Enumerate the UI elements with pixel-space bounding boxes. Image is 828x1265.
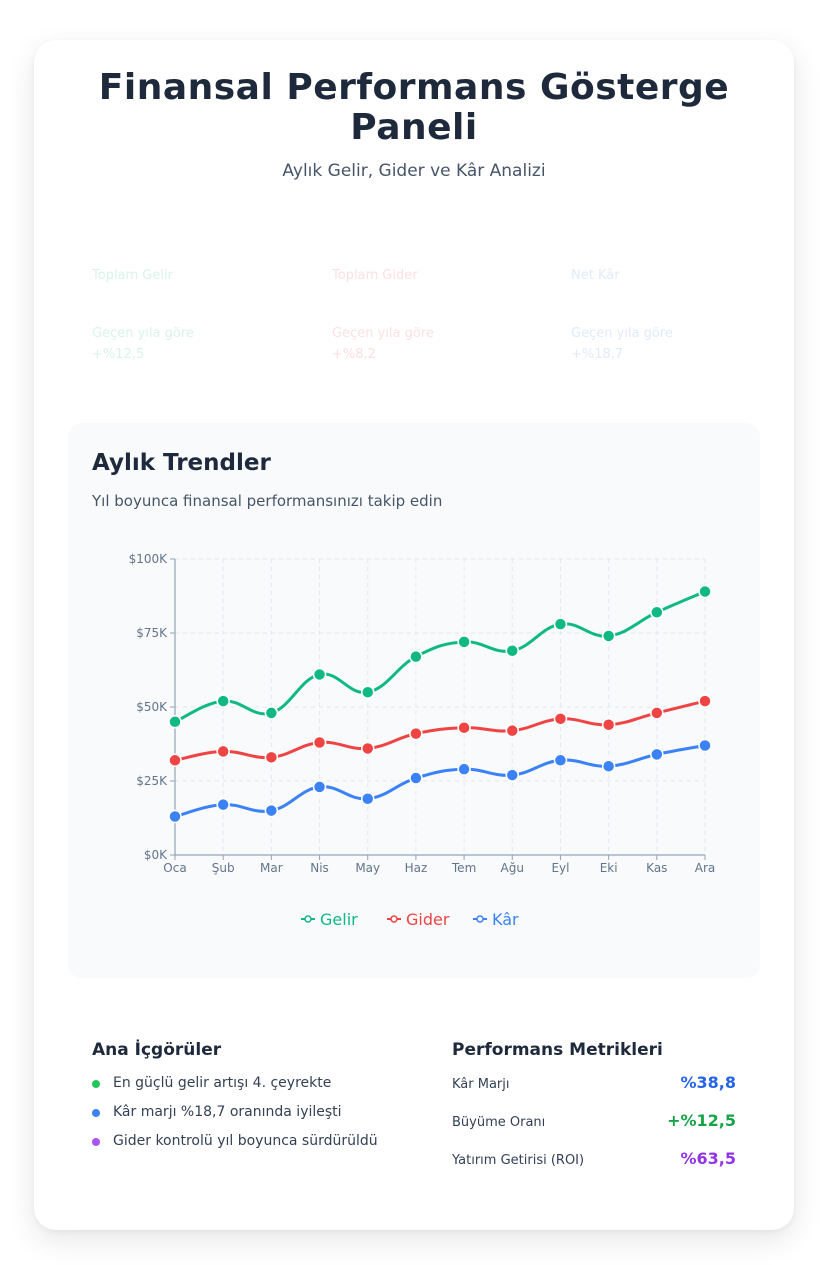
data-point-gelir <box>168 715 182 729</box>
x-tick-label: Nis <box>310 861 329 875</box>
data-point-kâr <box>505 768 520 782</box>
kpi-change: +%8,2 <box>332 347 376 362</box>
data-point-gelir <box>264 706 279 720</box>
data-point-kâr <box>409 771 423 785</box>
x-tick-label: Ara <box>695 861 716 875</box>
kpi-label: Net Kâr <box>571 268 620 283</box>
data-point-gider <box>312 735 327 750</box>
metric-value: %38,8 <box>680 1073 736 1092</box>
data-point-kâr <box>360 792 375 806</box>
bullet-dot-icon <box>92 1109 100 1117</box>
x-tick-label: Ağu <box>501 861 524 875</box>
data-point-gider <box>264 750 279 765</box>
data-point-gider <box>216 744 230 759</box>
legend-label: Gelir <box>320 910 358 929</box>
data-point-gider <box>698 694 712 708</box>
data-point-gider <box>505 723 520 738</box>
x-tick-label: Tem <box>451 861 476 875</box>
legend-marker-icon <box>390 915 398 923</box>
data-point-kâr <box>553 753 568 768</box>
kpi-comparison: Geçen yıla göre <box>92 326 194 341</box>
metric-value: +%12,5 <box>667 1111 736 1130</box>
x-tick-label: Mar <box>260 861 283 875</box>
data-point-kâr <box>601 759 616 773</box>
metric-label: Kâr Marjı <box>452 1077 510 1092</box>
data-point-gider <box>601 718 616 732</box>
y-tick-label: $75K <box>136 626 168 640</box>
data-point-gelir <box>312 667 327 682</box>
trends-title: Aylık Trendler <box>92 450 271 476</box>
data-point-kâr <box>216 797 230 812</box>
metric-label: Yatırım Getirisi (ROI) <box>452 1153 585 1168</box>
page-subtitle: Aylık Gelir, Gider ve Kâr Analizi <box>282 161 546 181</box>
metric-row-roi: Yatırım Getirisi (ROI) %63,5 <box>452 1149 736 1173</box>
insight-text: Gider kontrolü yıl boyunca sürdürüldü <box>113 1133 378 1149</box>
series-line-gider <box>173 699 707 762</box>
data-point-kâr <box>264 803 279 818</box>
kpi-comparison: Geçen yıla göre <box>332 326 434 341</box>
legend-label: Gider <box>406 910 450 929</box>
insight-text: Kâr marjı %18,7 oranında iyileşti <box>113 1104 342 1120</box>
insight-item: Gider kontrolü yıl boyunca sürdürüldü <box>92 1131 382 1152</box>
data-point-gider <box>360 741 375 756</box>
x-tick-label: Eki <box>600 861 618 875</box>
y-tick-label: $0K <box>144 848 168 862</box>
data-point-gelir <box>553 617 568 631</box>
data-point-gider <box>409 726 423 741</box>
data-point-gelir <box>601 629 616 643</box>
data-point-kâr <box>698 738 712 753</box>
data-point-gider <box>457 720 471 735</box>
data-point-gider <box>553 712 568 726</box>
insight-text: En güçlü gelir artışı 4. çeyrekte <box>113 1075 332 1091</box>
kpi-change: +%12,5 <box>92 347 145 362</box>
legend-label: Kâr <box>492 910 519 929</box>
data-point-kâr <box>312 780 327 794</box>
y-tick-label: $50K <box>136 700 168 714</box>
trend-line-chart: $0K $25K $50K $75K $100K Oca Şub Mar Nis May Haz Te… <box>129 552 716 929</box>
data-point-gelir <box>216 694 230 708</box>
y-tick-label: $25K <box>136 774 168 788</box>
insight-item: Kâr marjı %18,7 oranında iyileşti <box>92 1102 382 1123</box>
x-tick-label: Oca <box>163 861 186 875</box>
insights-title: Ana İçgörüler <box>92 1040 222 1060</box>
data-point-gelir <box>360 685 375 699</box>
metric-row-growth-rate: Büyüme Oranı +%12,5 <box>452 1111 736 1135</box>
data-point-gelir <box>505 644 520 658</box>
page-title: Finansal Performans Gösterge Paneli <box>98 67 730 148</box>
data-point-gelir <box>409 649 423 664</box>
data-point-gelir <box>650 605 664 620</box>
y-tick-label: $100K <box>129 552 169 566</box>
series-line-gelir <box>173 590 707 724</box>
data-point-kâr <box>168 809 182 824</box>
metric-value: %63,5 <box>680 1149 736 1168</box>
x-tick-label: Haz <box>405 861 428 875</box>
kpi-label: Toplam Gelir <box>92 268 173 283</box>
kpi-change: +%18,7 <box>571 347 624 362</box>
data-point-gelir <box>698 584 712 599</box>
x-tick-label: May <box>355 861 380 875</box>
x-tick-label: Kas <box>646 861 667 875</box>
legend-marker-icon <box>476 915 484 923</box>
metrics-title: Performans Metrikleri <box>452 1040 663 1060</box>
metric-row-profit-margin: Kâr Marjı %38,8 <box>452 1073 736 1097</box>
legend-marker-icon <box>304 915 312 923</box>
kpi-comparison: Geçen yıla göre <box>571 326 673 341</box>
trends-subtitle: Yıl boyunca finansal performansınızı tak… <box>92 492 443 510</box>
metric-label: Büyüme Oranı <box>452 1115 546 1130</box>
data-point-gider <box>650 706 664 720</box>
data-point-kâr <box>457 762 471 776</box>
dashboard-card: Finansal Performans Gösterge Paneli Aylı… <box>34 40 794 1230</box>
bullet-dot-icon <box>92 1080 100 1088</box>
insight-item: En güçlü gelir artışı 4. çeyrekte <box>92 1073 382 1094</box>
data-point-gider <box>168 753 182 768</box>
data-point-gelir <box>457 635 471 649</box>
data-point-kâr <box>650 747 664 762</box>
x-tick-label: Şub <box>212 861 235 875</box>
trends-panel: Aylık Trendler Yıl boyunca finansal perf… <box>68 423 760 978</box>
kpi-label: Toplam Gider <box>332 268 418 283</box>
bullet-dot-icon <box>92 1138 100 1146</box>
x-tick-label: Eyl <box>551 861 569 875</box>
